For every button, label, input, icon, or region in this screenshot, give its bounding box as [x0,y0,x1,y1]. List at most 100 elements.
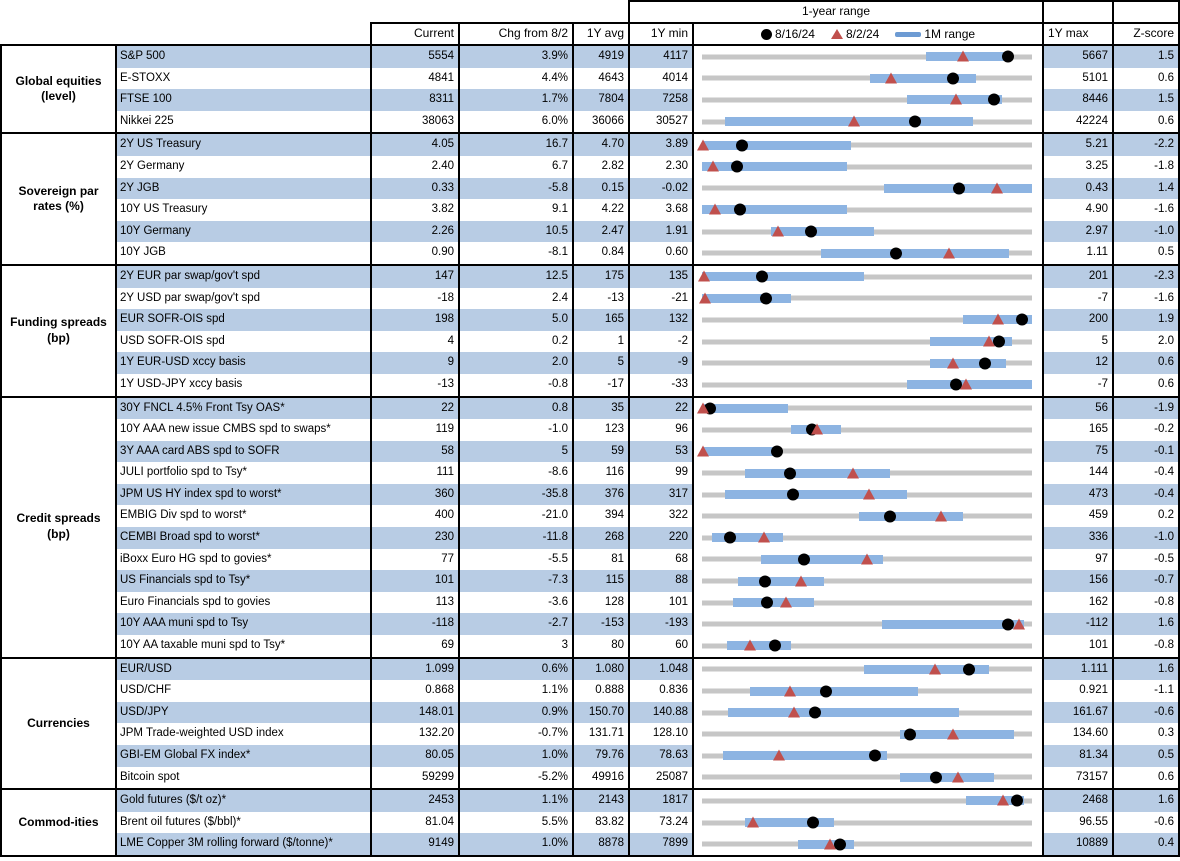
one-month-range-bar [702,446,778,456]
zscore-value: -1.0 [1112,220,1178,243]
aug16-dot-marker [724,531,737,544]
min-value: -21 [628,287,692,310]
table-row: 2Y USD par swap/gov't spd -18 2.4 -13 -21 -7-… [117,287,1178,310]
one-month-range-bar [820,248,1009,258]
aug16-dot-marker [1016,313,1029,326]
current-value: 58 [370,440,458,463]
table-row: 2Y EUR par swap/gov't spd 147 12.5 175 135 20… [117,265,1178,288]
max-value: 73157 [1042,766,1112,789]
chg-value: 1.0% [458,745,572,767]
aug16-dot-marker [883,510,896,523]
chg-value: 4.4% [458,67,572,90]
avg-value: 376 [572,483,628,506]
min-value: 135 [628,265,692,288]
chg-value: -3.6 [458,591,572,614]
range-chart [692,309,1042,331]
min-value: -193 [628,613,692,636]
row-label: GBI-EM Global FX index* [117,745,370,767]
avg-value: 150.70 [572,701,628,724]
range-track [702,685,1032,698]
zscore-value: -2.2 [1112,134,1178,156]
zscore-value: 0.5 [1112,745,1178,767]
aug16-dot-marker [806,816,819,829]
min-value: 101 [628,591,692,614]
header-spacer-zscore [1112,0,1180,22]
one-month-range-bar [726,641,792,651]
one-month-range-bar [702,140,851,150]
min-value: 0.60 [628,242,692,264]
current-value: 38063 [370,110,458,133]
aug16-dot-marker [798,553,811,566]
one-month-range-bar [728,708,960,718]
max-value: 134.60 [1042,723,1112,745]
avg-value: 131.71 [572,723,628,745]
table-row: 30Y FNCL 4.5% Front Tsy OAS* 22 0.8 35 22 56-… [117,397,1178,420]
range-track [702,203,1032,216]
avg-value: 123 [572,419,628,441]
chg-value: -2.7 [458,613,572,636]
avg-value: 2143 [572,790,628,812]
legend-triangle-icon [830,29,843,39]
aug2-triangle-marker [709,204,722,216]
current-value: 119 [370,419,458,441]
avg-value: 5 [572,352,628,374]
aug2-triangle-marker [861,553,873,565]
avg-value: 394 [572,505,628,528]
current-value: 4841 [370,67,458,90]
row-label: Gold futures ($/t oz)* [117,790,370,812]
range-chart [692,701,1042,724]
row-label: 10Y AAA muni spd to Tsy [117,613,370,636]
header-blank-left [0,0,628,22]
min-value: -2 [628,330,692,353]
avg-value: 36066 [572,110,628,133]
table-row: 10Y AA taxable muni spd to Tsy* 69 3 80 60 10… [117,635,1178,657]
max-value: 5667 [1042,46,1112,68]
zscore-value: -0.8 [1112,591,1178,614]
max-value: 200 [1042,309,1112,331]
min-value: 2.30 [628,155,692,178]
row-label: EUR SOFR-OIS spd [117,309,370,331]
min-value: 4117 [628,46,692,68]
row-label: 10Y AA taxable muni spd to Tsy* [117,635,370,657]
row-label: JPM Trade-weighted USD index [117,723,370,745]
current-value: 230 [370,527,458,549]
section-rows: 2Y US Treasury 4.05 16.7 4.70 3.89 5.21 -2.2 2Y… [117,134,1178,264]
chg-value: 3 [458,635,572,657]
table-row: 10Y Germany 2.26 10.5 2.47 1.91 2.97 -1.0 [117,220,1178,243]
aug2-triangle-marker [696,445,709,457]
current-value: 400 [370,505,458,528]
zscore-value: -1.9 [1112,397,1178,420]
table-row: E-STOXX 4841 4.4% 4643 4014 5101 0.6 [117,67,1178,90]
table-row: S&P 500 5554 3.9% 4919 4117 5667 1.5 [117,46,1178,68]
row-label: USD/JPY [117,701,370,724]
zscore-value: -0.4 [1112,462,1178,484]
range-track [702,706,1032,719]
aug16-dot-marker [952,182,965,195]
aug2-triangle-marker [706,160,719,172]
one-month-range-bar [749,686,919,696]
current-value: 9149 [370,833,458,855]
table-row: JULI portfolio spd to Tsy* 111 -8.6 116 99 14… [117,462,1178,484]
aug2-triangle-marker [951,771,964,783]
avg-value: 175 [572,265,628,288]
chg-value: -0.7% [458,723,572,745]
table-row: 10Y US Treasury 3.82 9.1 4.22 3.68 4.90 -1.6 [117,199,1178,221]
row-label: 2Y JGB [117,177,370,200]
avg-value: 7804 [572,89,628,111]
current-value: 360 [370,483,458,506]
range-chart [692,265,1042,288]
zscore-value: 1.6 [1112,658,1178,681]
range-track [702,335,1032,348]
table-row: Euro Financials spd to govies 113 -3.6 128 1… [117,591,1178,614]
row-label: Nikkei 225 [117,110,370,133]
current-value: 0.868 [370,680,458,702]
range-track [702,728,1032,741]
aug16-dot-marker [1001,618,1014,631]
chg-value: -1.0 [458,419,572,441]
avg-value: 0.15 [572,177,628,200]
range-chart [692,591,1042,614]
avg-value: 35 [572,397,628,420]
table-row: 3Y AAA card ABS spd to SOFR 58 5 59 53 75 -0.1 [117,440,1178,463]
section-rows: S&P 500 5554 3.9% 4919 4117 5667 1.5 E-STOXX 484… [117,46,1178,133]
range-chart [692,397,1042,420]
